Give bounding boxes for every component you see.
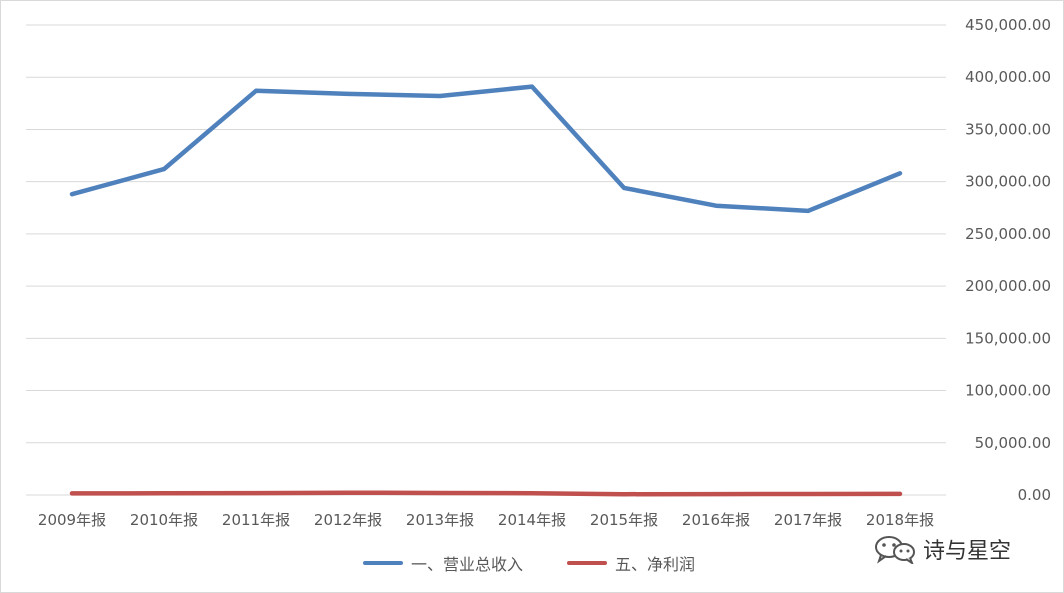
series-line-1 [69, 490, 903, 497]
y-tick-label: 150,000.00 [965, 329, 1051, 347]
y-tick-label: 200,000.00 [965, 277, 1051, 295]
x-tick-label: 2014年报 [498, 511, 566, 529]
y-tick-label: 350,000.00 [965, 120, 1051, 138]
y-tick-label: 250,000.00 [965, 225, 1051, 243]
legend-swatch-revenue [363, 561, 403, 565]
x-tick-label: 2013年报 [406, 511, 474, 529]
legend-label-net-profit: 五、净利润 [615, 555, 696, 574]
x-tick-label: 2017年报 [774, 511, 842, 529]
x-tick-label: 2010年报 [130, 511, 198, 529]
legend-item-revenue: 一、营业总收入 [363, 551, 523, 575]
x-tick-label: 2015年报 [590, 511, 658, 529]
y-tick-label: 50,000.00 [975, 434, 1051, 452]
y-tick-label: 400,000.00 [965, 68, 1051, 86]
x-tick-label: 2018年报 [866, 511, 934, 529]
watermark: 诗与星空 [873, 533, 1011, 565]
watermark-text: 诗与星空 [923, 539, 1012, 564]
y-tick-label: 0.00 [1018, 486, 1051, 504]
x-tick-label: 2011年报 [222, 511, 290, 529]
legend: 一、营业总收入 五、净利润 [1, 551, 1063, 575]
y-tick-label: 300,000.00 [965, 173, 1051, 191]
y-tick-label: 100,000.00 [965, 382, 1051, 400]
x-tick-label: 2012年报 [314, 511, 382, 529]
legend-swatch-net-profit [567, 561, 607, 565]
y-tick-label: 450,000.00 [965, 16, 1051, 34]
legend-label-revenue: 一、营业总收入 [411, 555, 524, 574]
legend-item-net-profit: 五、净利润 [567, 551, 695, 575]
wechat-icon [875, 536, 915, 564]
x-tick-label: 2016年报 [682, 511, 750, 529]
x-tick-label: 2009年报 [38, 511, 106, 529]
series-line-0 [69, 84, 903, 214]
